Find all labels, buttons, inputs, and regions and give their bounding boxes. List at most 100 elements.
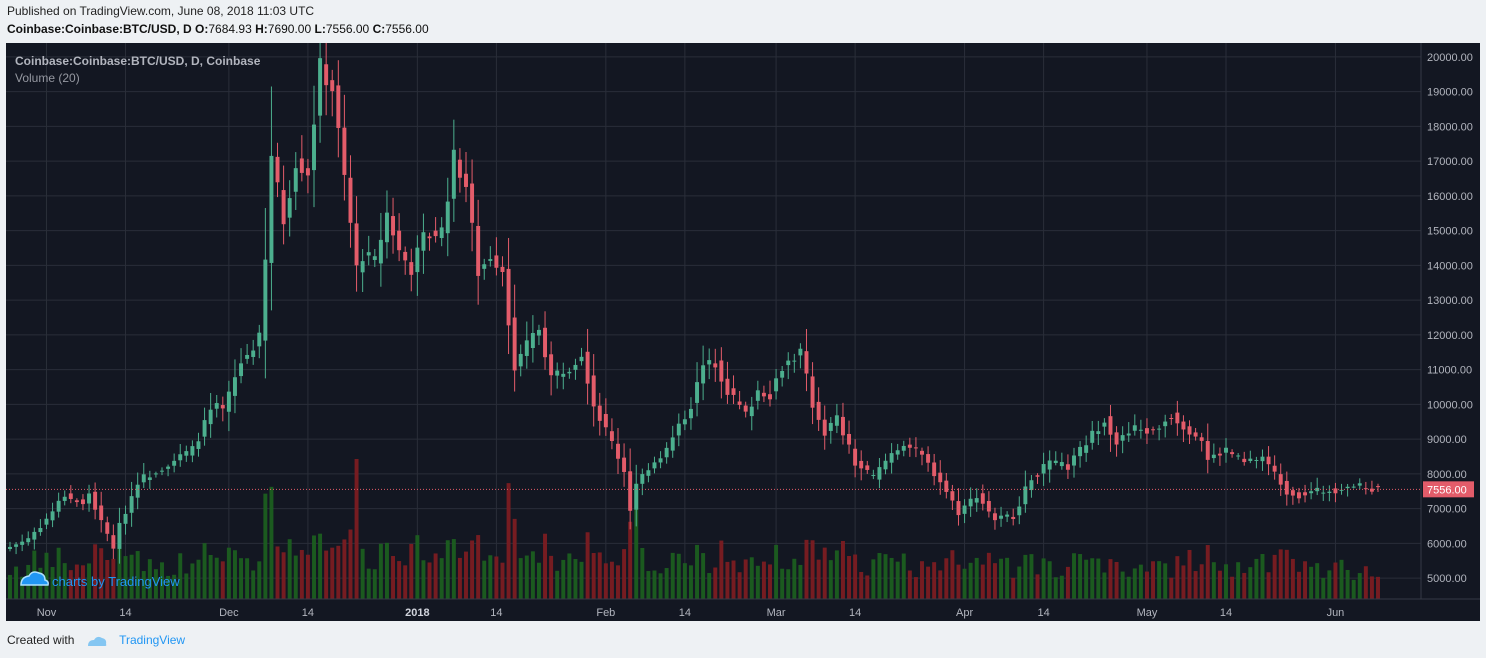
candle-body [980,493,985,504]
candle-body [226,391,231,412]
volume-bar [622,549,627,599]
candle-body [1181,421,1186,430]
time-tick-label: 14 [849,607,861,619]
volume-bar [269,486,274,599]
volume-bar [986,552,991,599]
candle-body [853,448,858,466]
candle-body [287,198,292,218]
candle-body [646,470,651,476]
volume-bar [220,561,225,599]
candle-body [1084,445,1089,453]
volume-bar [877,553,882,599]
watermark[interactable]: charts by TradingView [20,571,180,589]
volume-bar [597,552,602,599]
volume-bar [798,564,803,599]
candle-body [1078,446,1083,457]
candle-body [1126,433,1131,436]
volume-bar [433,553,438,599]
volume-bar [573,559,578,599]
price-tick-label: 19000.00 [1427,87,1473,99]
candle-body [1351,486,1356,488]
volume-bar [634,483,639,599]
candle-body [895,450,900,455]
volume-bar [62,563,67,599]
volume-bar [1114,562,1119,599]
price-tick-label: 6000.00 [1427,538,1467,550]
candle-body [135,484,140,498]
candle-body [1151,429,1156,431]
time-tick-label: Apr [956,607,973,619]
candle-body [153,473,158,475]
candle-body [1096,431,1101,434]
volume-bar [251,570,256,599]
footer: Created with TradingView [7,633,185,647]
volume-bar [810,540,815,599]
volume-bar [1120,571,1125,599]
volume-bar [1248,567,1253,599]
candle-body [1029,480,1034,491]
candle-body [190,446,195,456]
price-chart[interactable]: 7556.00 20000.00 19000.00 18000.00 17000.00… [6,43,1480,621]
tradingview-link[interactable]: TradingView [119,633,186,647]
candle-body [713,363,718,368]
chart-panel[interactable]: 7556.00 20000.00 19000.00 18000.00 17000.00… [6,43,1480,621]
candle-body [342,127,347,175]
volume-bar [536,562,541,599]
time-tick-label: May [1137,607,1158,619]
volume-bar [1260,554,1265,599]
candle-body [889,453,894,463]
volume-bar [628,521,633,599]
candle-body [731,388,736,395]
volume-bar [1351,579,1356,599]
candle-body [74,500,79,503]
candle-body [743,405,748,412]
volume-bar [287,539,292,599]
candle-body [670,437,675,451]
candle-body [585,351,590,384]
volume-bar [214,557,219,599]
candle-body [80,499,85,505]
candle-body [354,223,359,266]
volume-bar [603,563,608,599]
volume-bar [1303,561,1308,599]
candle-body [1248,458,1253,461]
volume-bar [1296,571,1301,599]
candle-body [184,451,189,456]
volume-bar [1132,568,1137,599]
volume-bar [342,539,347,599]
candle-body [99,505,104,521]
candle-body [1144,428,1149,434]
volume-bar [147,559,152,599]
candle-body [1230,452,1235,455]
candle-body [421,232,426,251]
volume-bar [232,550,237,599]
volume-bar [670,552,675,599]
candle-body [269,155,274,263]
price-axis[interactable]: 20000.00 19000.00 18000.00 17000.00 16000.00… [1427,52,1473,585]
candle-body [956,501,961,516]
volume-bar [415,535,420,599]
candle-body [439,227,444,239]
volume-bar [111,558,116,599]
volume-bar [616,565,620,599]
candle-body [913,447,918,449]
volume-bar [761,561,766,599]
candle-body [1278,474,1283,485]
price-tick-label: 16000.00 [1427,191,1473,203]
candle-body [1138,429,1143,431]
candle-body [926,454,931,463]
volume-bar [281,552,286,599]
price-tick-label: 18000.00 [1427,121,1473,133]
candle-body [166,466,171,469]
volume-bar [403,565,408,599]
volume-bar [1339,559,1344,599]
candle-body [1108,416,1113,435]
volume-bar [871,559,876,599]
candle-body [56,500,61,512]
volume-bar [828,560,833,599]
time-axis[interactable]: Nov 14 Dec 14 2018 14 Feb 14 Mar 14 Apr 14 May 14 Jun [37,607,1345,619]
volume-bar [105,559,110,599]
volume-bar [378,543,383,599]
volume-bar [324,550,329,599]
candle-body [348,177,353,223]
